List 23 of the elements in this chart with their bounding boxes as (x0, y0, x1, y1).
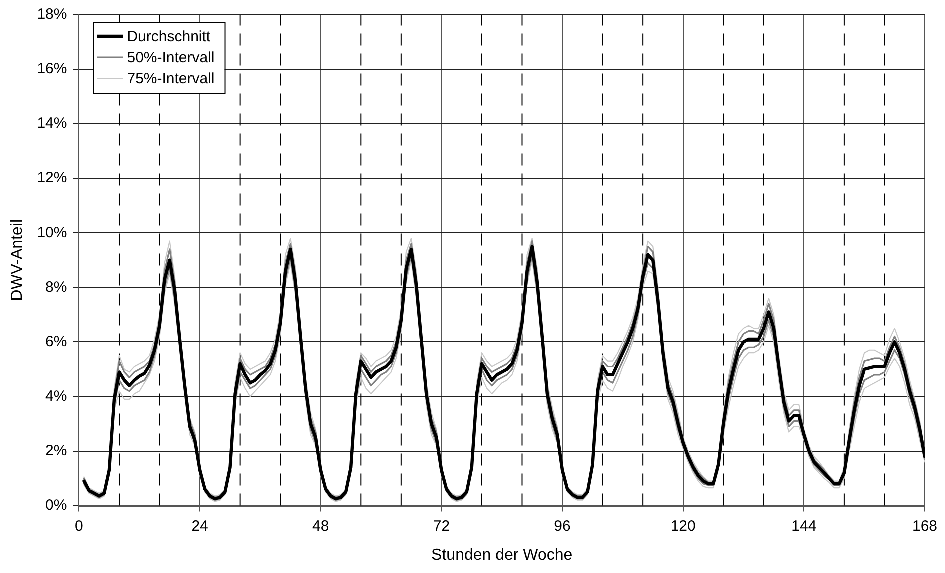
y-tick-label: 4% (46, 388, 68, 405)
y-tick-label: 14% (37, 115, 68, 132)
y-tick-label: 0% (46, 496, 68, 514)
x-tick-label: 120 (670, 518, 696, 535)
y-tick-label: 8% (46, 278, 68, 296)
x-tick-label: 0 (75, 518, 84, 535)
y-tick-label: 12% (37, 170, 68, 187)
y-tick-label: 16% (37, 60, 68, 78)
y-axis-title: DWV-Anteil (9, 220, 26, 302)
x-tick-label: 96 (554, 518, 571, 535)
x-tick-label: 144 (792, 518, 817, 535)
legend-label: Durchschnitt (127, 28, 212, 46)
x-tick-label: 24 (192, 518, 208, 535)
y-tick-label: 2% (46, 442, 68, 460)
x-tick-label: 48 (312, 518, 330, 535)
legend-label: 50%-Intervall (127, 50, 215, 67)
x-axis-title: Stunden der Woche (432, 546, 573, 564)
y-tick-label: 6% (46, 333, 68, 350)
y-tick-label: 10% (37, 224, 68, 242)
legend-label: 75%-Intervall (127, 70, 215, 88)
x-tick-label: 168 (912, 518, 938, 535)
x-tick-label: 72 (433, 518, 450, 535)
y-tick-label: 18% (37, 6, 68, 24)
